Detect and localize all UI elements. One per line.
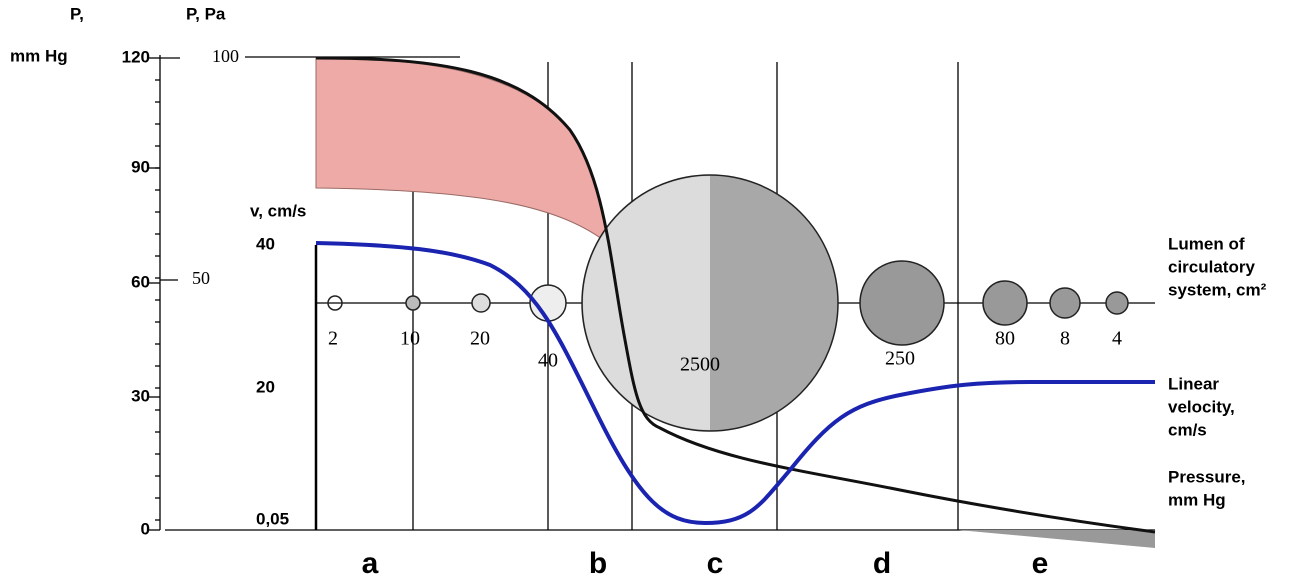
tick-label: 20 xyxy=(256,377,275,396)
legend-text: mm Hg xyxy=(1168,490,1226,509)
section-label: b xyxy=(589,547,607,580)
vessel-circle xyxy=(860,261,944,345)
vessel-label: 4 xyxy=(1112,328,1122,350)
legend-text: velocity, xyxy=(1168,397,1235,416)
vessel-circle xyxy=(1050,288,1080,318)
tick-label: 30 xyxy=(131,386,150,405)
legend-text: cm/s xyxy=(1168,420,1207,439)
vessel-circle xyxy=(983,281,1027,325)
section-label: a xyxy=(362,547,379,580)
legend-text: Linear xyxy=(1168,374,1219,393)
vessel-label: 250 xyxy=(885,348,915,370)
vessel-circle xyxy=(472,294,490,312)
axis-title: P, Pa xyxy=(186,4,226,23)
section-label: d xyxy=(873,547,891,580)
axis-title: mm Hg xyxy=(10,46,68,65)
vessel-label: 8 xyxy=(1060,328,1070,350)
tick-label: 50 xyxy=(192,268,210,288)
diagram: P, mm Hg 120 90 60 30 0 P, Pa 100 50 v, cm/s 40 20 0,… xyxy=(0,0,1311,580)
vessel-circle xyxy=(406,296,420,310)
vessel-label: 40 xyxy=(538,350,558,372)
vessel-label: 2500 xyxy=(680,354,720,376)
tick-label: 90 xyxy=(131,157,150,176)
legend-text: Lumen of xyxy=(1168,234,1245,253)
vessel-label: 2 xyxy=(328,328,338,350)
section-label: c xyxy=(707,547,724,580)
tick-label: 60 xyxy=(131,272,150,291)
legend-text: Pressure, xyxy=(1168,467,1246,486)
pressure-tail xyxy=(958,530,1155,548)
section-label: e xyxy=(1032,547,1049,580)
legend-text: circulatory xyxy=(1168,257,1255,276)
pressure-range xyxy=(316,58,610,245)
tick-label: 0 xyxy=(141,519,150,538)
tick-label: 0,05 xyxy=(256,509,289,528)
vessel-circle xyxy=(1106,292,1128,314)
axis-title: v, cm/s xyxy=(250,201,306,220)
vessel-label: 20 xyxy=(470,328,490,350)
vessel-label: 10 xyxy=(400,328,420,350)
tick-label: 120 xyxy=(122,47,150,66)
axis-title: P, xyxy=(70,4,84,23)
tick-label: 100 xyxy=(212,46,239,66)
legend-text: system, cm² xyxy=(1168,280,1267,299)
tick-label: 40 xyxy=(256,234,275,253)
vessel-label: 80 xyxy=(995,328,1015,350)
